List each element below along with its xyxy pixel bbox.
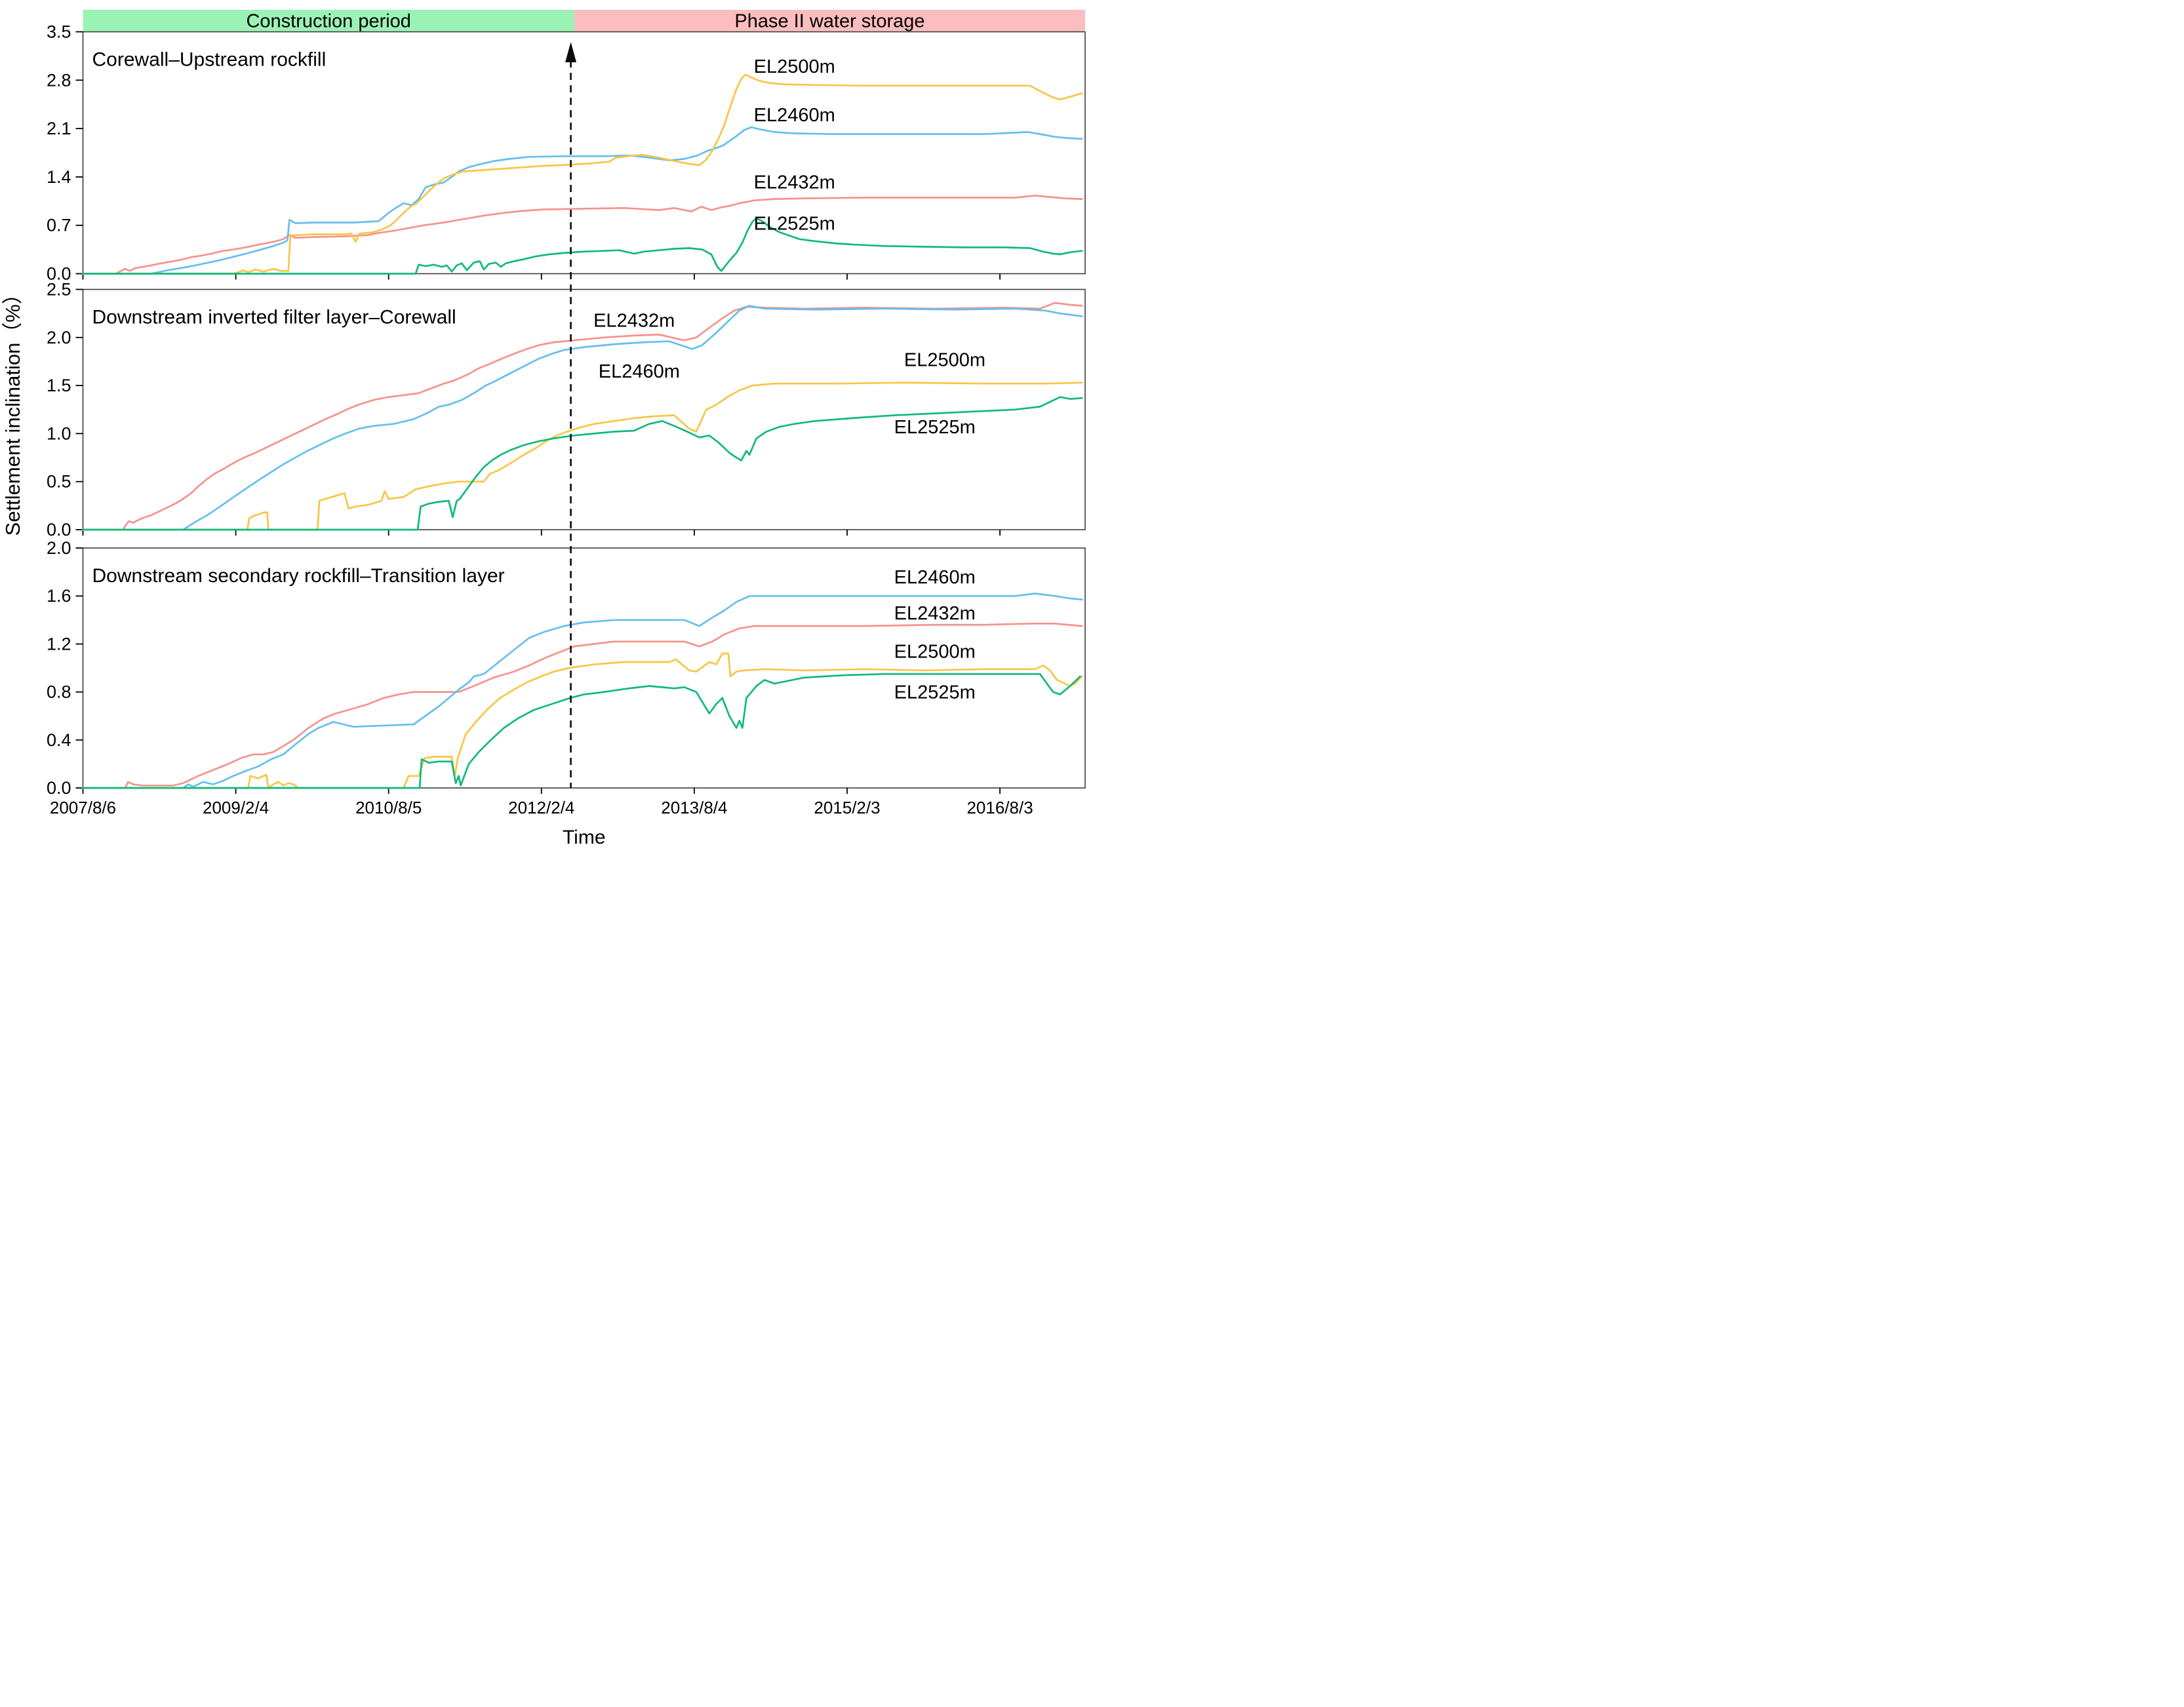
y-axis-label: Settlement inclination（%） <box>1 284 24 536</box>
series-line-EL2500m <box>82 382 1083 531</box>
phase2-storage-band <box>574 10 1085 31</box>
series-line-EL2460m <box>82 126 1083 275</box>
y-tick-label: 1.5 <box>47 376 71 395</box>
y-tick-label: 2.8 <box>47 70 71 90</box>
series-label-EL2500m: EL2500m <box>904 350 985 371</box>
x-tick-label: 2009/2/4 <box>203 798 269 817</box>
chart-panel-2: 2.5 2.0 1.5 1.0 0.5 0.0 Downstream inverted fi… <box>47 280 1086 540</box>
series-label-EL2525m: EL2525m <box>754 214 835 235</box>
y-tick-label: 3.5 <box>47 22 71 42</box>
x-tick-label: 2010/8/5 <box>355 798 422 817</box>
arrow-up-icon <box>565 42 577 62</box>
y-tick-label: 2.5 <box>47 280 71 300</box>
x-tick-label: 2015/2/3 <box>814 798 880 817</box>
y-tick-label: 2.0 <box>47 538 71 558</box>
panel-title: Downstream inverted filter layer–Corewal… <box>92 307 456 328</box>
series-label-EL2525m: EL2525m <box>894 417 976 438</box>
x-tick-label: 2012/2/4 <box>508 798 574 817</box>
settlement-chart-svg: Construction period Phase II water storag… <box>0 0 1092 854</box>
series-line-EL2525m <box>82 673 1081 789</box>
series-line-EL2460m <box>82 593 1083 789</box>
panel-border <box>82 288 1086 530</box>
y-tick-label: 1.0 <box>47 423 71 443</box>
series-label-EL2432m: EL2432m <box>894 603 976 624</box>
y-tick-label: 0.4 <box>47 730 71 750</box>
x-axis-label: Time <box>563 827 606 848</box>
y-tick-label: 2.0 <box>47 328 71 347</box>
series-line-EL2460m <box>82 305 1083 531</box>
series-label-EL2500m: EL2500m <box>894 641 976 662</box>
series-line-EL2432m <box>82 622 1083 789</box>
panel-border <box>82 547 1086 789</box>
series-label-EL2432m: EL2432m <box>754 172 835 193</box>
series-line-EL2432m <box>82 195 1083 275</box>
x-tick-label: 2016/8/3 <box>966 798 1033 817</box>
series-line-EL2500m <box>82 652 1083 789</box>
series-label-EL2460m: EL2460m <box>754 105 835 126</box>
x-tick-label: 2013/8/4 <box>661 798 727 817</box>
series-line-EL2432m <box>82 302 1083 531</box>
y-tick-label: 1.6 <box>47 586 71 606</box>
panel-title: Downstream secondary rockfill–Transition… <box>92 565 505 587</box>
y-tick-label: 0.0 <box>47 520 71 540</box>
series-line-EL2500m <box>82 73 1083 275</box>
series-label-EL2460m: EL2460m <box>599 361 680 382</box>
series-line-EL2525m <box>82 217 1083 275</box>
panel-title: Corewall–Upstream rockfill <box>92 49 327 71</box>
y-tick-label: 0.8 <box>47 682 71 702</box>
settlement-inclination-figure: Construction period Phase II water storag… <box>0 0 1092 854</box>
y-tick-label: 0.0 <box>47 264 71 284</box>
chart-panel-3: 2.0 1.6 1.2 0.8 0.4 0.0 Downstream secondary r… <box>47 538 1086 798</box>
construction-period-label: Construction period <box>246 10 410 31</box>
y-tick-label: 1.2 <box>47 634 71 654</box>
y-tick-label: 0.0 <box>47 778 71 798</box>
panel-border <box>82 31 1086 275</box>
y-tick-label: 2.1 <box>47 119 71 138</box>
phase2-storage-label: Phase II water storage <box>734 10 924 31</box>
y-tick-label: 1.4 <box>47 167 71 187</box>
construction-period-band <box>83 10 574 31</box>
series-label-EL2460m: EL2460m <box>894 567 976 588</box>
series-label-EL2525m: EL2525m <box>894 682 976 703</box>
chart-panel-1: 3.5 2.8 2.1 1.4 0.7 0.0 Corewall–Upstream rock… <box>47 22 1086 284</box>
y-tick-label: 0.7 <box>47 216 71 235</box>
series-label-EL2500m: EL2500m <box>754 56 835 77</box>
x-tick-label: 2007/8/6 <box>50 798 116 817</box>
series-line-EL2525m <box>82 396 1083 531</box>
y-tick-label: 0.5 <box>47 472 71 492</box>
series-label-EL2432m: EL2432m <box>593 310 675 331</box>
